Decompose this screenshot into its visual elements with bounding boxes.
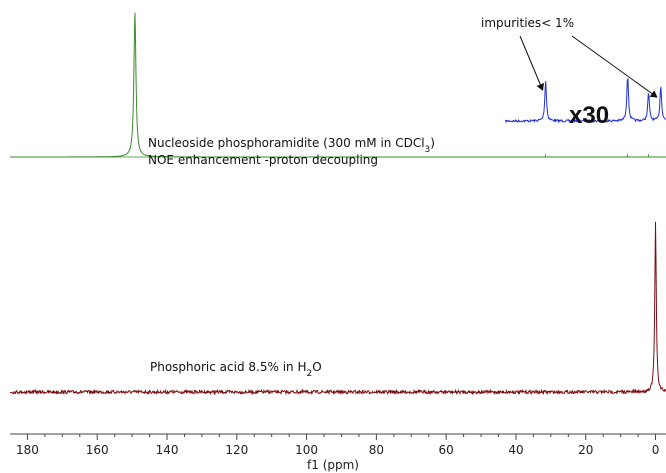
x-tick-label: 100 — [295, 443, 318, 457]
annotation-arrow-1 — [519, 35, 544, 91]
x-axis-title: f1 (ppm) — [307, 458, 359, 472]
x-tick-label: 60 — [439, 443, 454, 457]
spectrum-trace-phosphoric-acid — [9, 221, 666, 396]
annotation-impurities: impurities< 1% — [481, 16, 574, 30]
x-tick-label: 0 — [652, 443, 660, 457]
x-tick-label: 140 — [156, 443, 179, 457]
spectrum-trace-phosphoramidite — [10, 12, 666, 158]
x-tick-label: 120 — [225, 443, 248, 457]
series-label-noe: NOE enhancement -proton decoupling — [148, 153, 378, 167]
x-axis-ticks: 180 160 140 120 100 80 60 40 20 0 — [16, 434, 659, 457]
x-tick-label: 20 — [578, 443, 593, 457]
annotation-arrow-2 — [571, 35, 658, 98]
multiplier-label: x30 — [569, 102, 609, 129]
x-tick-label: 180 — [16, 443, 39, 457]
x-tick-label: 80 — [369, 443, 384, 457]
spectrum-trace-phosphoramidite-minor — [545, 154, 649, 157]
x-tick-label: 160 — [86, 443, 109, 457]
x-tick-label: 40 — [508, 443, 523, 457]
series-label-phosphoric-acid: Phosphoric acid 8.5% in H2O — [150, 360, 322, 379]
spectrum-trace-expanded-x30 — [505, 77, 666, 124]
series-label-phosphoramidite: Nucleoside phosphoramidite (300 mM in CD… — [148, 136, 435, 155]
